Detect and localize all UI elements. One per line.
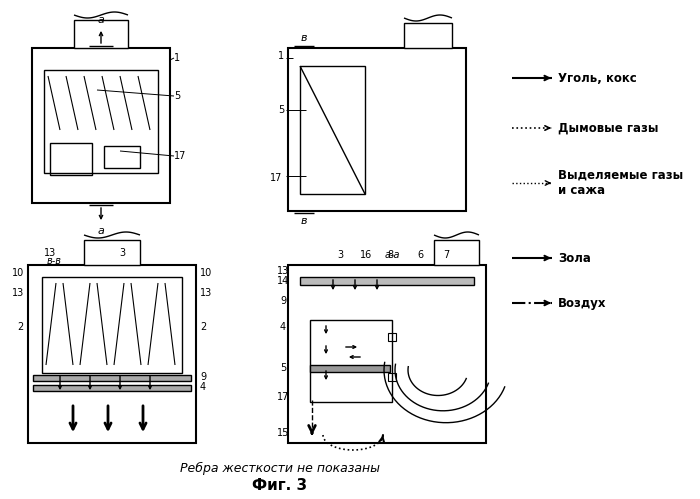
Text: 2: 2 [18,322,24,332]
Text: 4: 4 [280,322,286,332]
Bar [288,265,486,443]
Text: 1: 1 [174,53,180,63]
Text: Выделяемые газы
и сажа: Выделяемые газы и сажа [558,169,683,197]
Text: 3: 3 [337,250,343,260]
Text: в: в [301,216,307,226]
Text: 9: 9 [200,372,206,382]
Bar [434,240,479,265]
Text: Фиг. 3: Фиг. 3 [253,479,307,494]
Bar [32,48,170,203]
Text: 5: 5 [278,105,284,115]
Bar [388,373,396,381]
Text: 8: 8 [387,250,393,260]
Text: 2: 2 [200,322,206,332]
Bar [404,23,452,48]
Text: 14: 14 [277,276,289,286]
Text: а: а [97,15,104,25]
Text: 15: 15 [276,428,289,438]
Text: а: а [97,226,104,236]
Text: 5: 5 [280,363,286,373]
Text: 7: 7 [443,250,449,260]
Text: а-а: а-а [384,250,400,260]
Bar [288,48,466,211]
Text: 13: 13 [277,266,289,276]
Text: 1: 1 [278,51,284,61]
Text: 10: 10 [200,268,212,278]
Text: 13: 13 [44,248,56,258]
Text: 16: 16 [360,250,372,260]
Bar [310,320,392,402]
Bar [44,70,158,173]
Text: 17: 17 [270,173,282,183]
Text: Ребра жесткости не показаны: Ребра жесткости не показаны [180,462,380,475]
Text: 17: 17 [276,392,289,402]
Text: Дымовые газы: Дымовые газы [558,121,659,135]
Text: Уголь, кокс: Уголь, кокс [558,71,637,84]
Text: Зола: Зола [558,251,591,264]
Text: Воздух: Воздух [558,296,606,309]
Bar [33,375,191,381]
Bar [28,265,196,443]
Bar [310,365,390,372]
Text: 9: 9 [280,296,286,306]
Bar [33,385,191,391]
Text: в-в: в-в [46,256,62,266]
Text: 17: 17 [174,151,186,161]
Text: 10: 10 [12,268,24,278]
Text: в: в [301,33,307,43]
Bar [42,277,182,373]
Bar [300,277,474,285]
Text: 4: 4 [200,382,206,392]
Text: 13: 13 [12,288,24,298]
Bar [104,146,140,168]
Bar [84,240,140,265]
Text: 3: 3 [119,248,125,258]
Bar [74,20,128,48]
Bar [300,66,365,194]
Text: 5: 5 [174,91,181,101]
Text: 13: 13 [200,288,212,298]
Text: 6: 6 [417,250,423,260]
Bar [50,143,92,175]
Bar [388,333,396,341]
